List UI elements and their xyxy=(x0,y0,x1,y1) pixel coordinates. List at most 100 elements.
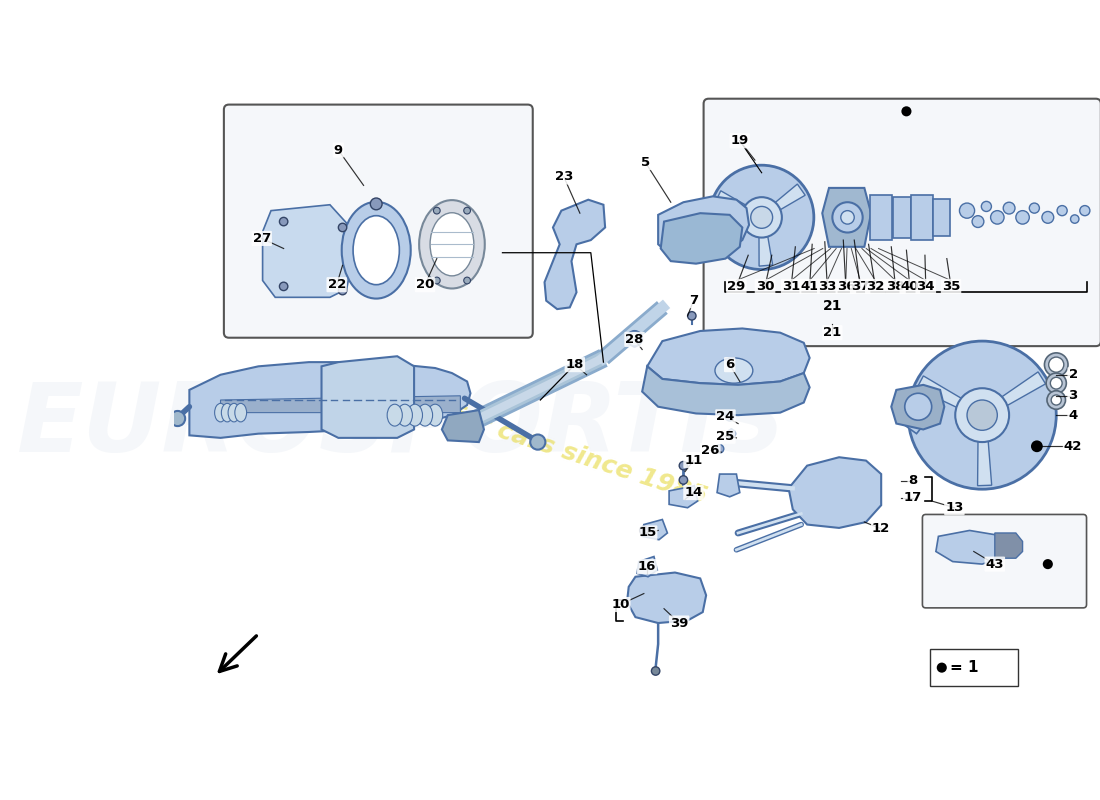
Polygon shape xyxy=(769,184,805,214)
FancyBboxPatch shape xyxy=(930,649,1018,686)
Text: 30: 30 xyxy=(757,280,773,293)
Text: 25: 25 xyxy=(716,430,735,442)
Text: 4: 4 xyxy=(1068,409,1078,422)
Polygon shape xyxy=(627,573,706,623)
Text: 2: 2 xyxy=(1068,368,1078,382)
Circle shape xyxy=(279,282,288,290)
Text: 29: 29 xyxy=(728,280,745,293)
Polygon shape xyxy=(870,194,892,240)
Polygon shape xyxy=(934,199,950,236)
FancyBboxPatch shape xyxy=(923,514,1087,608)
Polygon shape xyxy=(893,197,912,238)
Text: EUROSPORTIS: EUROSPORTIS xyxy=(16,378,786,472)
Text: a passion for cars since 1985: a passion for cars since 1985 xyxy=(312,359,710,509)
Circle shape xyxy=(741,197,782,238)
Text: 21: 21 xyxy=(823,298,843,313)
Circle shape xyxy=(726,413,734,421)
Polygon shape xyxy=(759,228,772,266)
Ellipse shape xyxy=(419,200,485,289)
Text: 12: 12 xyxy=(872,522,890,535)
Circle shape xyxy=(710,165,814,270)
Text: 13: 13 xyxy=(945,502,964,514)
Circle shape xyxy=(991,210,1004,224)
Text: 24: 24 xyxy=(716,410,735,423)
Polygon shape xyxy=(891,385,944,430)
Ellipse shape xyxy=(418,404,432,426)
Text: 30: 30 xyxy=(756,280,774,293)
Text: 27: 27 xyxy=(253,232,271,245)
Text: 11: 11 xyxy=(684,454,703,467)
Text: 34: 34 xyxy=(916,280,935,293)
Text: 9: 9 xyxy=(333,143,343,157)
Polygon shape xyxy=(904,390,923,434)
Ellipse shape xyxy=(430,213,474,276)
Polygon shape xyxy=(658,196,749,258)
Circle shape xyxy=(1050,378,1063,389)
Text: 23: 23 xyxy=(554,170,573,183)
Circle shape xyxy=(1048,357,1064,372)
Text: 35: 35 xyxy=(943,280,959,293)
Ellipse shape xyxy=(715,358,752,383)
Text: 10: 10 xyxy=(612,598,629,611)
FancyBboxPatch shape xyxy=(224,105,532,338)
Circle shape xyxy=(972,216,983,227)
Circle shape xyxy=(1080,206,1090,216)
Ellipse shape xyxy=(387,404,403,426)
Circle shape xyxy=(339,286,346,294)
Circle shape xyxy=(639,526,648,534)
Circle shape xyxy=(464,207,471,214)
Polygon shape xyxy=(717,474,740,497)
Text: 39: 39 xyxy=(670,617,689,630)
Text: 31: 31 xyxy=(782,280,800,293)
Text: 26: 26 xyxy=(701,444,719,457)
Circle shape xyxy=(1045,353,1068,377)
Text: 8: 8 xyxy=(909,474,917,487)
Text: 38: 38 xyxy=(887,280,904,293)
Text: 7: 7 xyxy=(689,294,698,307)
Polygon shape xyxy=(661,213,743,264)
Text: 17: 17 xyxy=(904,491,922,504)
Text: 6: 6 xyxy=(725,358,735,371)
Text: 40: 40 xyxy=(901,280,918,293)
Polygon shape xyxy=(823,188,871,247)
Ellipse shape xyxy=(228,403,240,422)
Circle shape xyxy=(433,207,440,214)
Polygon shape xyxy=(978,431,992,486)
Text: 14: 14 xyxy=(684,486,703,499)
Text: 22: 22 xyxy=(328,278,345,291)
Text: 33: 33 xyxy=(818,280,837,293)
Polygon shape xyxy=(263,205,351,298)
Ellipse shape xyxy=(428,404,442,426)
Polygon shape xyxy=(669,486,697,508)
Circle shape xyxy=(679,462,688,470)
Text: 42: 42 xyxy=(1064,440,1082,453)
Ellipse shape xyxy=(234,403,246,422)
Circle shape xyxy=(1046,373,1066,394)
Text: 19: 19 xyxy=(730,134,749,147)
Text: 38: 38 xyxy=(887,280,904,293)
Polygon shape xyxy=(544,200,605,309)
Polygon shape xyxy=(715,190,754,216)
Circle shape xyxy=(530,434,546,450)
Circle shape xyxy=(902,107,911,115)
Text: 34: 34 xyxy=(917,280,935,293)
Text: 28: 28 xyxy=(626,333,644,346)
Circle shape xyxy=(339,223,346,232)
Polygon shape xyxy=(936,530,1003,564)
Circle shape xyxy=(1047,390,1066,410)
Circle shape xyxy=(715,445,724,453)
Text: 16: 16 xyxy=(638,560,657,573)
Text: 32: 32 xyxy=(867,280,884,293)
Text: 43: 43 xyxy=(986,558,1004,570)
Text: 37: 37 xyxy=(851,280,869,293)
FancyBboxPatch shape xyxy=(704,98,1100,346)
Circle shape xyxy=(679,476,688,484)
Polygon shape xyxy=(993,372,1046,410)
Text: 31: 31 xyxy=(782,280,801,293)
Polygon shape xyxy=(321,356,414,438)
Text: 36: 36 xyxy=(837,280,855,293)
Circle shape xyxy=(1057,206,1067,216)
Ellipse shape xyxy=(353,216,399,285)
Ellipse shape xyxy=(221,403,233,422)
Polygon shape xyxy=(789,458,881,528)
